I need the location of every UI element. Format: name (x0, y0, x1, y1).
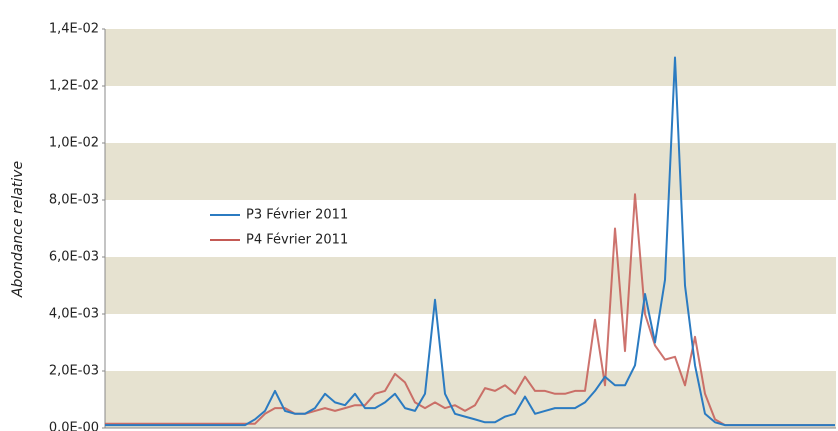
series-line (105, 56, 835, 427)
y-tick-label: 6,0E-03 (49, 250, 99, 265)
y-axis-label: Abondance relative (10, 161, 26, 298)
series-line (105, 193, 835, 427)
band (105, 257, 836, 314)
band (105, 29, 836, 86)
y-tick-label: 4,0E-03 (49, 307, 99, 322)
legend-label: P3 Février 2011 (246, 208, 348, 223)
y-tick-label: 1,4E-02 (49, 22, 99, 37)
y-tick-label: 1,2E-02 (49, 79, 99, 94)
bands (105, 29, 836, 428)
band (105, 143, 836, 200)
y-tick-label: 8,0E-03 (49, 193, 99, 208)
legend-label: P4 Février 2011 (246, 233, 348, 248)
y-tick-label: 2,0E-03 (49, 364, 99, 379)
band (105, 371, 836, 428)
y-tick-label: 1,0E-02 (49, 136, 99, 151)
y-tick-label: 0.0E-00 (49, 421, 99, 431)
